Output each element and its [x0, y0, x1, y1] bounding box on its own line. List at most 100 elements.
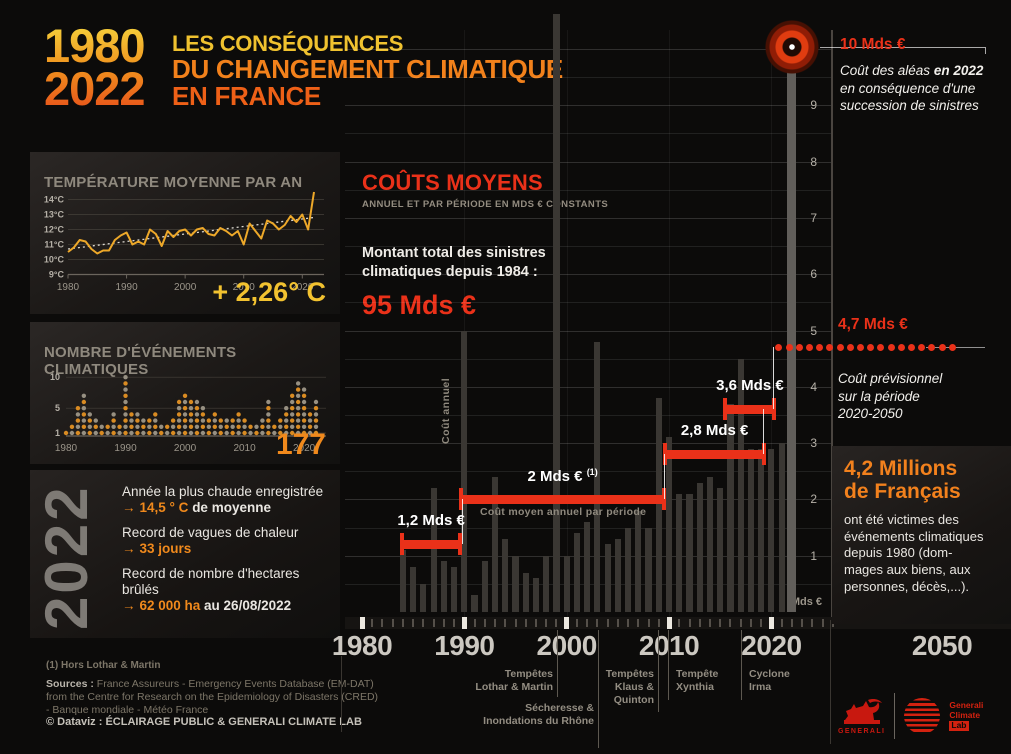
cost-bar-2022	[787, 49, 797, 612]
svg-text:2000: 2000	[174, 443, 197, 454]
year-tick	[760, 619, 763, 627]
event-leader-line	[741, 630, 742, 700]
cost-subtitle: ANNUEL ET PAR PÉRIODE EN MDS € CONSTANTS	[362, 199, 609, 210]
annotation-2022-value: 10 Mds €	[840, 36, 906, 53]
page-title: LES CONSÉQUENCES DU CHANGEMENT CLIMATIQU…	[172, 31, 563, 111]
svg-text:13°C: 13°C	[44, 210, 65, 220]
cost-bar	[491, 476, 499, 612]
year-tick	[780, 619, 783, 627]
annotation-2022-cost: 10 Mds € Coût des aléas en 2022 en conséq…	[840, 36, 1008, 115]
cost-bar	[737, 358, 744, 612]
period-connector	[763, 409, 765, 455]
cost-bar	[399, 550, 407, 612]
year-tick	[575, 619, 578, 627]
gridline	[345, 443, 831, 445]
cost-bar	[614, 538, 621, 612]
svg-text:2010: 2010	[233, 443, 256, 454]
victims-body: ont été victimes des événements climatiq…	[844, 512, 984, 594]
gridline	[345, 527, 831, 529]
cost-bar	[645, 527, 652, 612]
temperature-delta: + 2,26° C	[212, 277, 326, 307]
period-bar-cap	[762, 443, 767, 466]
y-axis-label: 2	[810, 492, 817, 507]
year-tick	[739, 619, 742, 627]
generali-logo: GENERALI	[838, 698, 885, 735]
cost-bar	[625, 527, 632, 612]
year-tick	[821, 619, 824, 627]
title-line-1: LES CONSÉQUENCES	[172, 31, 404, 56]
cost-bar	[532, 578, 540, 612]
year-tick	[391, 619, 394, 627]
svg-text:1990: 1990	[115, 282, 138, 293]
cost-bar	[471, 595, 478, 612]
decade-tick	[461, 617, 467, 629]
annual-cost-label: Coût annuel	[440, 377, 452, 444]
decade-gridline	[566, 30, 568, 617]
cost-bar	[604, 544, 611, 612]
gridline	[345, 386, 831, 388]
decade-tick	[359, 617, 365, 629]
climate-lab-globe-icon	[904, 698, 941, 734]
cost-bar	[706, 476, 714, 612]
event-label: Tempêtes Klaus & Quinton	[605, 668, 654, 707]
annotation-projection-value: 4,7 Mds €	[838, 316, 908, 333]
temperature-line-svg: 9°C 10°C 11°C 12°C 13°C 14°C 1980 1990 2000 2010 2…	[44, 191, 324, 293]
year-tick	[371, 619, 374, 627]
decade-label: 2020	[741, 630, 802, 661]
period-value-label: 2,8 Mds €	[680, 422, 749, 440]
sources: Sources : France Assureurs - Emergency E…	[46, 678, 378, 717]
temperature-chart: 9°C 10°C 11°C 12°C 13°C 14°C 1980 1990 2000 2010 2…	[34, 184, 336, 301]
generali-wordmark: GENERALI	[838, 727, 886, 735]
decade-tick	[564, 617, 570, 629]
gridline	[345, 358, 831, 360]
year-tick	[545, 619, 548, 627]
year-tick	[473, 619, 476, 627]
target-bullseye-icon	[763, 19, 820, 75]
y-axis-unit: Mds €	[790, 596, 822, 608]
y-axis-label: 9	[810, 98, 817, 113]
period-bar	[400, 539, 462, 549]
year-tick	[790, 619, 793, 627]
fact-item-2: Record de nombre d'hectares brûlés → 62 00…	[122, 565, 300, 613]
annotation-projection: 4,7 Mds € Coût prévisionnel sur la pério…	[838, 316, 998, 423]
cost-bar	[665, 437, 673, 612]
period-bar-cap	[459, 488, 464, 511]
year-tick	[708, 619, 711, 627]
year-tick	[657, 619, 660, 627]
event-label: Tempête Xynthia	[676, 668, 719, 694]
year-tick	[504, 619, 507, 627]
decade-gridline	[669, 30, 671, 617]
projection-dot	[775, 343, 783, 351]
gridline	[345, 583, 831, 585]
cost-bar	[512, 555, 519, 612]
decade-tick	[768, 617, 774, 629]
svg-text:11°C: 11°C	[44, 240, 64, 250]
svg-text:1980: 1980	[55, 443, 78, 454]
year-2022-facts: Année la plus chaude enregistrée → 14,5 ° …	[122, 484, 334, 622]
y-axis-label: 6	[810, 267, 817, 282]
year-tick	[749, 619, 752, 627]
date-range: 1980 2022	[44, 22, 146, 112]
title-line-3: EN FRANCE	[172, 80, 321, 111]
event-label: Sécheresse & Inondations du Rhône	[483, 702, 594, 728]
cost-bar	[502, 538, 509, 612]
year-tick	[637, 619, 640, 627]
year-tick	[811, 619, 814, 627]
year-tick	[729, 619, 732, 627]
year-tick	[514, 619, 517, 627]
projection-dot	[795, 343, 803, 351]
year-tick	[596, 619, 599, 627]
event-leader-line	[557, 630, 558, 697]
footnote: (1) Hors Lothar & Martin	[46, 660, 161, 671]
svg-text:1: 1	[55, 428, 60, 438]
svg-text:9°C: 9°C	[49, 270, 65, 280]
annotation-projection-text: Coût prévisionnel sur la période 2020-20…	[838, 371, 943, 422]
year-tick	[627, 619, 630, 627]
year-tick	[586, 619, 589, 627]
period-average-label: Coût moyen annuel par période	[480, 506, 647, 518]
svg-text:2000: 2000	[174, 282, 197, 293]
period-bar-cap	[661, 488, 666, 511]
dataviz-credit: © Dataviz : ÉCLAIRAGE PUBLIC & GENERALI …	[46, 716, 362, 728]
events-panel: NOMBRE D'ÉVÉNEMENTS CLIMATIQUES 1 5 10 1980…	[30, 322, 340, 464]
